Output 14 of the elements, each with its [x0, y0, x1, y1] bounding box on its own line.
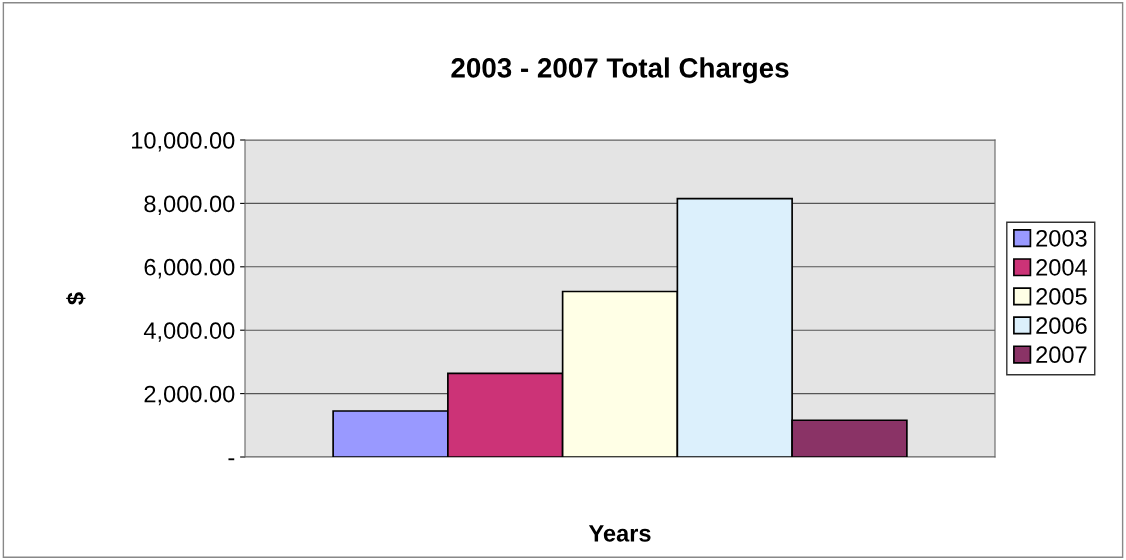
legend-label: 2005: [1036, 288, 1087, 305]
y-tick-label: 8,000.00: [144, 195, 235, 215]
y-tick-label: 4,000.00: [143, 322, 235, 342]
y-tick-label: -: [228, 458, 235, 461]
legend-label: 2007: [1036, 346, 1087, 364]
legend-label: 2003: [1036, 229, 1087, 247]
y-axis-title: $: [66, 292, 86, 305]
legend-label: 2006: [1036, 317, 1087, 334]
y-tick-label: 2,000.00: [144, 385, 235, 406]
y-tick-label: 10,000.00: [132, 132, 235, 152]
chart-title: 2003 - 2007 Total Charges: [451, 57, 789, 84]
legend-label: 2004: [1036, 259, 1087, 276]
y-tick-label: 6,000.00: [144, 258, 235, 279]
x-axis-title: Years: [588, 525, 651, 542]
